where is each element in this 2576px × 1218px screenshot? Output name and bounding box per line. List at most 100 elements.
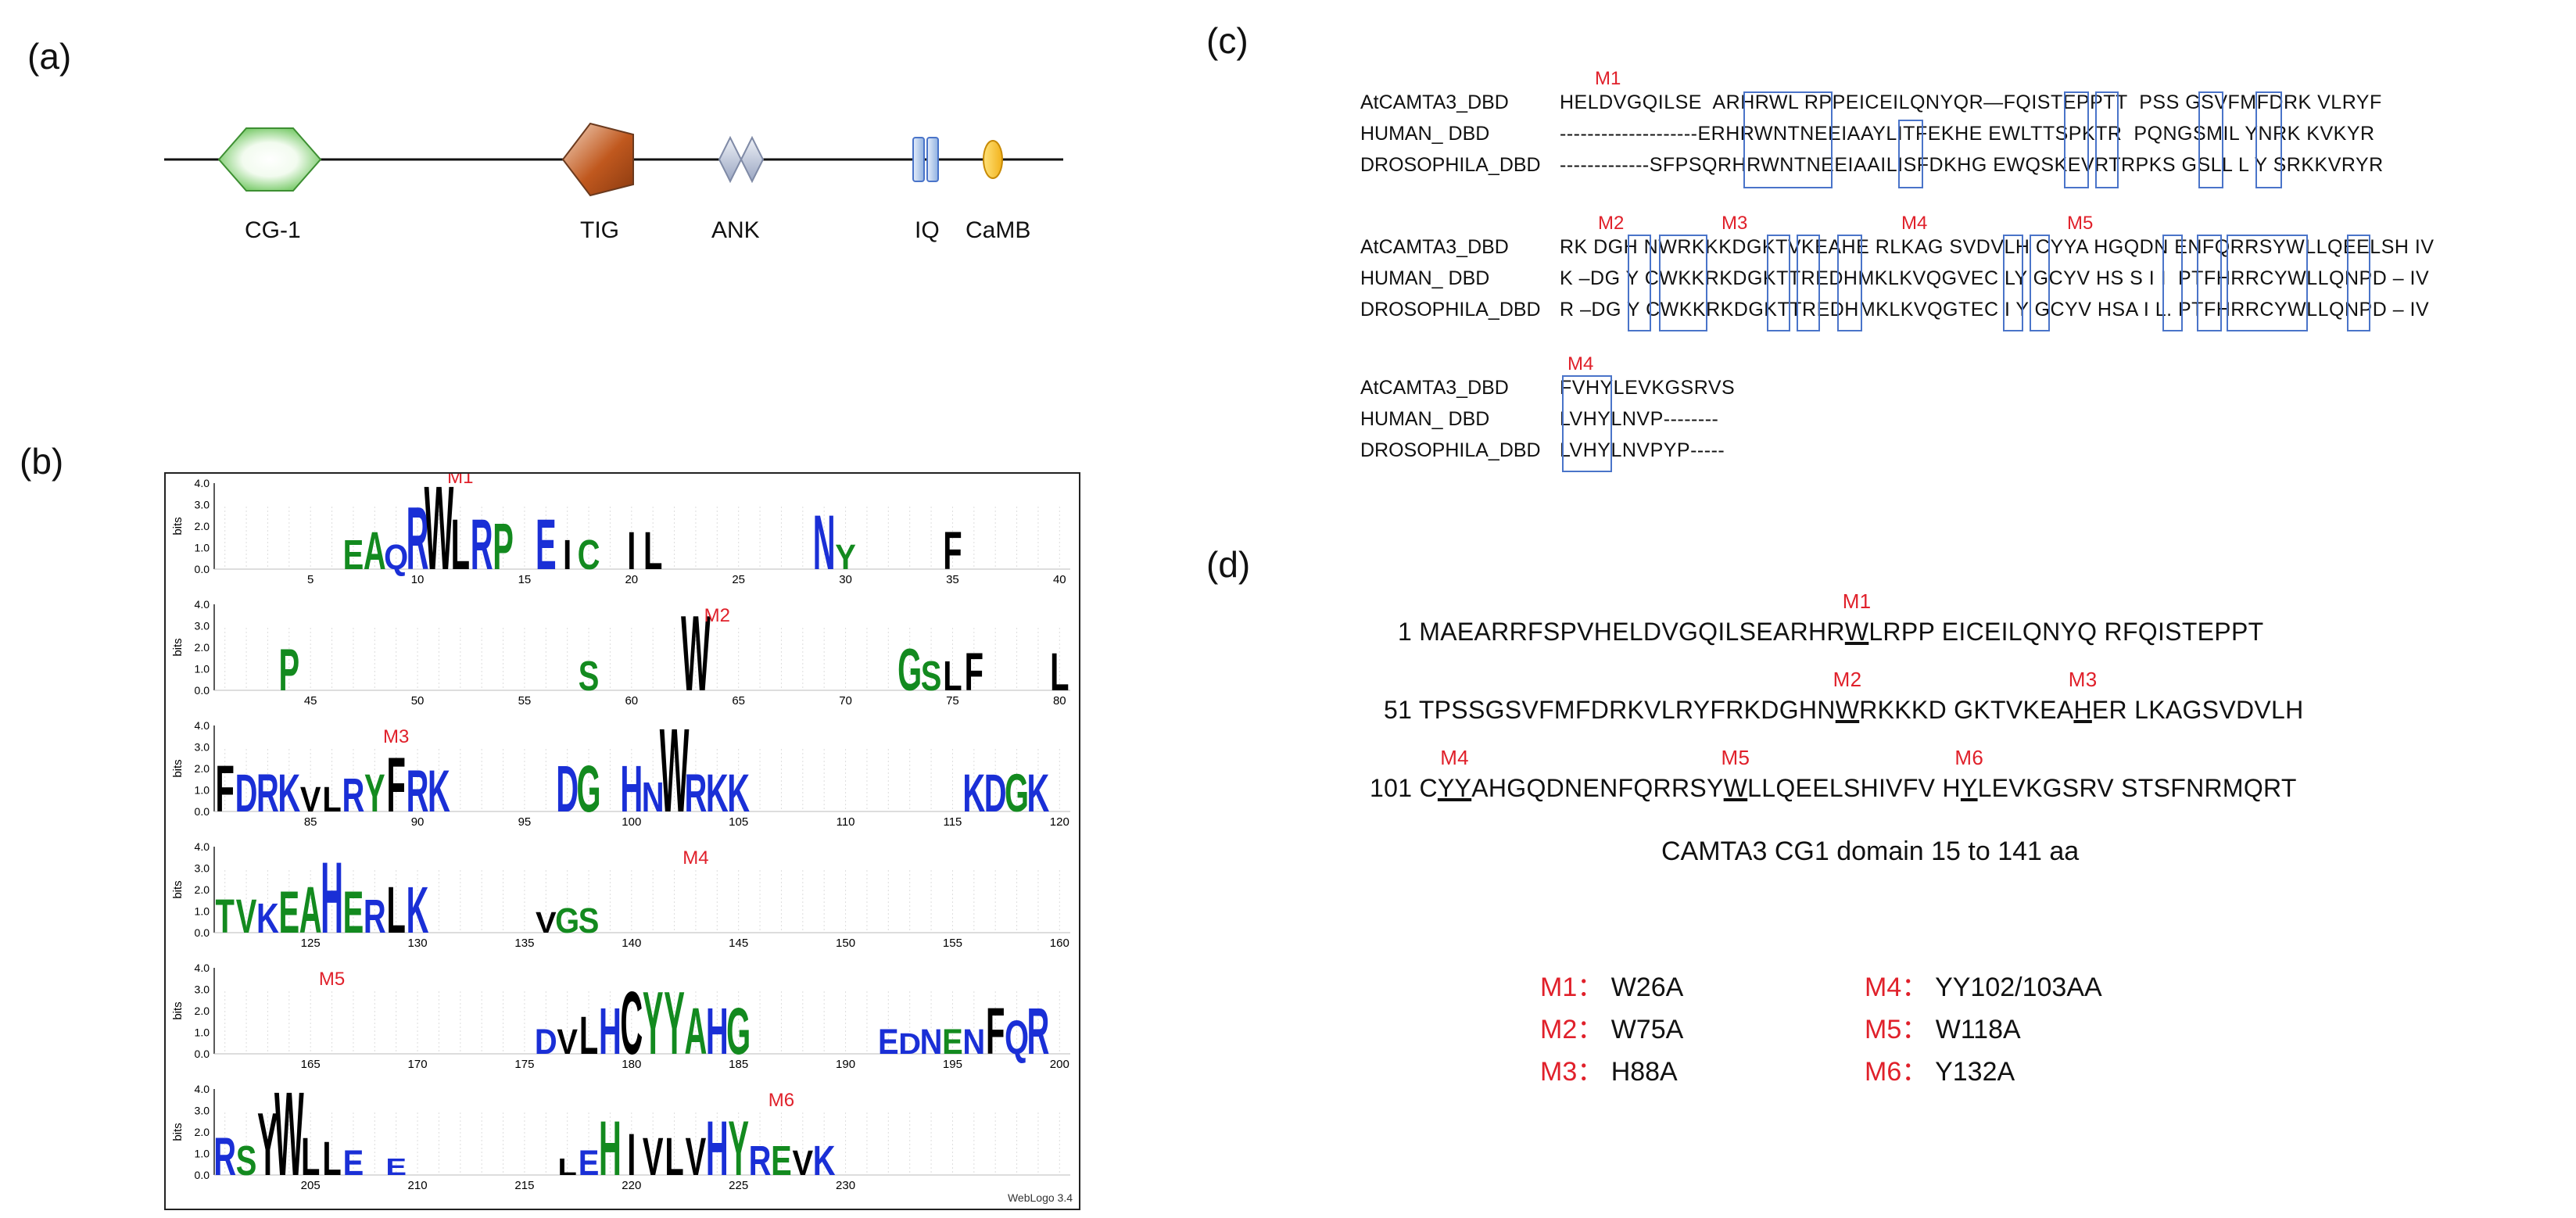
logo-letter: H: [599, 994, 622, 1068]
logo-xtick-label: 230: [836, 1179, 855, 1192]
logo-ytick-label: 2.0: [195, 1126, 210, 1138]
logo-ytick-label: 1.0: [195, 542, 210, 554]
logo-letter: Y: [643, 973, 664, 1073]
logo-letter: E: [278, 879, 299, 945]
logo-letter: L: [1050, 642, 1069, 702]
residue-marker: M3: [2068, 668, 2098, 691]
logo-row-4: 4.0 3.0 2.0 1.0 0.0 bits 125 130 135 140 145 150 155…: [171, 840, 1070, 955]
sequence-panel: 1 MAEARRFSPVHELDVGQILSEARHRW M1 LRPP EICEI…: [1370, 589, 2517, 805]
logo-letter: V: [300, 779, 321, 819]
sequence-line: 101 CYY M4 AHGQDNENFQRRSYW M5 LLQEELSHIVFV H…: [1370, 746, 2297, 803]
logo-marker: M1: [447, 474, 473, 488]
logo-ytick-label: 4.0: [195, 1083, 210, 1095]
logo-xtick-label: 80: [1053, 694, 1066, 708]
logo-xtick-label: 50: [411, 694, 425, 708]
logo-letter: I: [563, 531, 571, 578]
conservation-box: [1837, 235, 1862, 331]
logo-ytick-label: 0.0: [195, 1169, 210, 1181]
logo-yaxis-label: bits: [171, 1123, 185, 1141]
logo-ytick-label: 1.0: [195, 784, 210, 797]
logo-xtick-label: 40: [1053, 573, 1066, 586]
alignment-row-seq: FVHYLEVKGSRVS: [1560, 377, 1736, 399]
conservation-box: [1562, 375, 1612, 472]
logo-ytick-label: 4.0: [195, 598, 210, 611]
logo-letter: L: [943, 652, 962, 699]
ank-domain-shape-1: [718, 135, 743, 184]
logo-letter: W: [425, 474, 454, 595]
logo-letter: L: [643, 521, 662, 581]
logo-letter: N: [813, 500, 836, 587]
logo-xtick-label: 150: [836, 937, 855, 950]
logo-letter: F: [986, 994, 1005, 1068]
logo-letter: L: [322, 1131, 341, 1185]
logo-xtick-label: 205: [301, 1179, 321, 1192]
logo-letter: E: [942, 1022, 963, 1062]
logo-ytick-label: 0.0: [195, 563, 210, 575]
mutation-id: M3：: [1540, 1057, 1604, 1087]
logo-letter: P: [493, 509, 514, 583]
mutation-item: M1： W26A: [1540, 965, 1683, 1004]
logo-letter: A: [685, 994, 708, 1068]
sequence-logo: 4.0 3.0 2.0 1.0 0.0 bits 5 10 15 20 25 30 35 40 E A Q R W L…: [164, 472, 1080, 1210]
alignment-row-seq: LVHYLNVP--------: [1560, 408, 1719, 430]
sequence-segment: MAEARRFSPVHELDVGQILSEARHR: [1419, 618, 1845, 646]
logo-xtick-label: 30: [839, 573, 852, 586]
logo-letter: V: [686, 1127, 707, 1187]
logo-letter: K: [278, 763, 300, 823]
conservation-box: [1797, 235, 1820, 331]
logo-letter: S: [579, 652, 600, 699]
logo-xtick-label: 110: [837, 815, 855, 829]
logo-ytick-label: 2.0: [195, 641, 210, 654]
logo-ytick-label: 3.0: [195, 983, 210, 996]
logo-letter: N: [920, 1022, 943, 1062]
logo-letter: K: [428, 758, 450, 824]
logo-letter: Y: [664, 973, 685, 1073]
logo-letter: G: [555, 901, 579, 940]
logo-letter: K: [1027, 763, 1050, 823]
logo-letter: C: [578, 531, 600, 578]
alignment-row-name: AtCAMTA3_DBD: [1360, 236, 1509, 258]
logo-letter: L: [557, 1153, 576, 1180]
mutation-id: M6：: [1865, 1057, 1929, 1087]
logo-xtick-label: 200: [1050, 1058, 1069, 1071]
sequence-line: 51 TPSSGSVFMFDRKVLRYFRKDGHNW M2 RKKKD GKTV…: [1384, 668, 2304, 725]
logo-letter: Y: [835, 537, 856, 577]
domain-label-iq: IQ: [915, 217, 940, 243]
alignment-row-seq: HELDVGQILSE ARHRWL RPPEICEILQNYQR—FQISTE…: [1560, 91, 2382, 113]
logo-letter: K: [407, 872, 429, 947]
logo-letter: G: [726, 994, 751, 1068]
mutated-residue: Y M6: [1954, 746, 1984, 802]
domain-label-ank: ANK: [711, 217, 760, 243]
logo-xtick-label: 140: [622, 937, 641, 950]
logo-letter: V: [643, 1127, 664, 1187]
sequence-line-number: 1: [1398, 618, 1420, 646]
logo-xtick-label: 185: [729, 1058, 748, 1071]
conservation-box: [2347, 235, 2370, 331]
logo-letter: E: [385, 1153, 407, 1180]
mutation-desc: W75A: [1610, 1015, 1684, 1044]
mutation-id: M4：: [1865, 973, 1929, 1002]
logo-yaxis-label: bits: [171, 880, 185, 898]
alignment-row-seq: K –DG Y CWKKRKDGKTTREDHMKLKVQGVEC LY GCY…: [1560, 267, 2430, 289]
logo-xtick-label: 120: [1050, 815, 1069, 829]
logo-letter: E: [536, 504, 557, 584]
logo-ytick-label: 4.0: [195, 719, 210, 732]
logo-letter: C: [620, 973, 643, 1073]
logo-xtick-label: 130: [408, 937, 428, 950]
logo-yaxis-label: bits: [171, 517, 185, 535]
logo-marker: M4: [683, 847, 708, 869]
logo-xtick-label: 70: [839, 694, 852, 708]
logo-xtick-label: 45: [304, 694, 317, 708]
logo-ytick-label: 0.0: [195, 926, 210, 939]
logo-letter: V: [557, 1022, 578, 1062]
logo-ytick-label: 2.0: [195, 883, 210, 896]
logo-letter: L: [322, 779, 341, 819]
alignment-row-seq: --------------------ERHRWNTNEEIAAYLITFEK…: [1560, 123, 2375, 145]
alignment-row-name: HUMAN_ DBD: [1360, 123, 1490, 145]
alignment-marker: M5: [2067, 213, 2094, 234]
logo-letter: W: [660, 716, 690, 837]
residue-marker: M1: [1842, 589, 1872, 613]
mutation-item: M2： W75A: [1540, 1008, 1683, 1046]
sequence-segment: RKKKD GKTVKEA: [1859, 696, 2074, 724]
